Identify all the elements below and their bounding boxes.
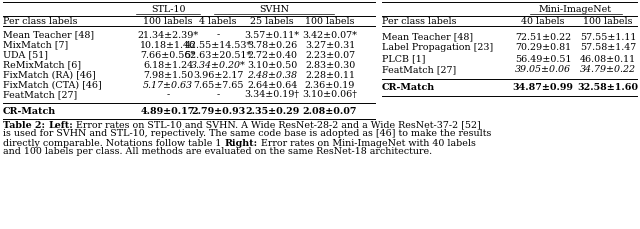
Text: 2.28±0.11: 2.28±0.11 bbox=[305, 71, 355, 79]
Text: 4 labels: 4 labels bbox=[199, 16, 237, 25]
Text: 21.34±2.39*: 21.34±2.39* bbox=[138, 30, 198, 39]
Text: 100 labels: 100 labels bbox=[143, 16, 193, 25]
Text: 5.17±0.63: 5.17±0.63 bbox=[143, 81, 193, 90]
Text: Table 2:: Table 2: bbox=[3, 120, 48, 130]
Text: MixMatch [7]: MixMatch [7] bbox=[3, 41, 68, 49]
Text: 46.08±0.11: 46.08±0.11 bbox=[580, 55, 636, 63]
Text: 7.65±7.65: 7.65±7.65 bbox=[193, 81, 243, 90]
Text: 2.08±0.07: 2.08±0.07 bbox=[303, 106, 357, 115]
Text: 25 labels: 25 labels bbox=[250, 16, 294, 25]
Text: Right:: Right: bbox=[225, 139, 257, 147]
Text: 34.87±0.99: 34.87±0.99 bbox=[513, 84, 573, 93]
Text: directly comparable. Notations follow table 1: directly comparable. Notations follow ta… bbox=[3, 139, 225, 147]
Text: 3.57±0.11*: 3.57±0.11* bbox=[244, 30, 300, 39]
Text: 52.63±20.51*: 52.63±20.51* bbox=[184, 51, 252, 60]
Text: and 100 labels per class. All methods are evaluated on the same ResNet-18 archit: and 100 labels per class. All methods ar… bbox=[3, 147, 432, 156]
Text: 100 labels: 100 labels bbox=[305, 16, 355, 25]
Text: Mean Teacher [48]: Mean Teacher [48] bbox=[3, 30, 94, 39]
Text: 7.98±1.50: 7.98±1.50 bbox=[143, 71, 193, 79]
Text: is used for SVHN and STL-10, repectively. The same code base is adopted as [46] : is used for SVHN and STL-10, repectively… bbox=[3, 130, 492, 139]
Text: 2.23±0.07: 2.23±0.07 bbox=[305, 51, 355, 60]
Text: UDA [51]: UDA [51] bbox=[3, 51, 48, 60]
Text: 2.72±0.40: 2.72±0.40 bbox=[247, 51, 297, 60]
Text: Mini-ImageNet: Mini-ImageNet bbox=[539, 5, 612, 14]
Text: 2.36±0.19: 2.36±0.19 bbox=[305, 81, 355, 90]
Text: 3.34±0.20*: 3.34±0.20* bbox=[191, 60, 245, 69]
Text: 7.66±0.56*: 7.66±0.56* bbox=[140, 51, 196, 60]
Text: 72.51±0.22: 72.51±0.22 bbox=[515, 33, 571, 41]
Text: 32.58±1.60: 32.58±1.60 bbox=[577, 84, 639, 93]
Text: ReMixMatch [6]: ReMixMatch [6] bbox=[3, 60, 81, 69]
Text: 3.78±0.26: 3.78±0.26 bbox=[247, 41, 297, 49]
Text: 10.18±1.46: 10.18±1.46 bbox=[140, 41, 196, 49]
Text: -: - bbox=[166, 90, 170, 99]
Text: Label Propagation [23]: Label Propagation [23] bbox=[382, 44, 493, 52]
Text: CR-Match: CR-Match bbox=[382, 84, 435, 93]
Text: 42.55±14.53*: 42.55±14.53* bbox=[184, 41, 252, 49]
Text: CR-Match: CR-Match bbox=[3, 106, 56, 115]
Text: FeatMatch [27]: FeatMatch [27] bbox=[382, 65, 456, 74]
Text: 70.29±0.81: 70.29±0.81 bbox=[515, 44, 571, 52]
Text: 56.49±0.51: 56.49±0.51 bbox=[515, 55, 572, 63]
Text: 4.89±0.17: 4.89±0.17 bbox=[141, 106, 195, 115]
Text: 3.42±0.07*: 3.42±0.07* bbox=[303, 30, 358, 39]
Text: 40 labels: 40 labels bbox=[521, 16, 564, 25]
Text: 3.27±0.31: 3.27±0.31 bbox=[305, 41, 355, 49]
Text: 3.96±2.17: 3.96±2.17 bbox=[193, 71, 243, 79]
Text: 6.18±1.24: 6.18±1.24 bbox=[143, 60, 193, 69]
Text: 2.79±0.93: 2.79±0.93 bbox=[191, 106, 245, 115]
Text: -: - bbox=[216, 30, 220, 39]
Text: 2.48±0.38: 2.48±0.38 bbox=[247, 71, 297, 79]
Text: Left:: Left: bbox=[48, 120, 73, 130]
Text: FixMatch (CTA) [46]: FixMatch (CTA) [46] bbox=[3, 81, 102, 90]
Text: Error rates on Mini-ImageNet with 40 labels: Error rates on Mini-ImageNet with 40 lab… bbox=[257, 139, 476, 147]
Text: 57.58±1.47: 57.58±1.47 bbox=[580, 44, 636, 52]
Text: 100 labels: 100 labels bbox=[583, 16, 633, 25]
Text: 34.79±0.22: 34.79±0.22 bbox=[580, 65, 636, 74]
Text: 39.05±0.06: 39.05±0.06 bbox=[515, 65, 571, 74]
Text: PLCB [1]: PLCB [1] bbox=[382, 55, 426, 63]
Text: Per class labels: Per class labels bbox=[382, 16, 456, 25]
Text: 57.55±1.11: 57.55±1.11 bbox=[580, 33, 636, 41]
Text: 3.10±0.50: 3.10±0.50 bbox=[247, 60, 297, 69]
Text: Per class labels: Per class labels bbox=[3, 16, 77, 25]
Text: Mean Teacher [48]: Mean Teacher [48] bbox=[382, 33, 473, 41]
Text: 3.34±0.19†: 3.34±0.19† bbox=[244, 90, 300, 99]
Text: STL-10: STL-10 bbox=[151, 5, 185, 14]
Text: SVHN: SVHN bbox=[259, 5, 289, 14]
Text: 2.83±0.30: 2.83±0.30 bbox=[305, 60, 355, 69]
Text: 2.35±0.29: 2.35±0.29 bbox=[245, 106, 299, 115]
Text: -: - bbox=[216, 90, 220, 99]
Text: FeatMatch [27]: FeatMatch [27] bbox=[3, 90, 77, 99]
Text: Error rates on STL-10 and SVHN. A Wide ResNet-28-2 and a Wide ResNet-37-2 [52]: Error rates on STL-10 and SVHN. A Wide R… bbox=[73, 120, 481, 130]
Text: 3.10±0.06†: 3.10±0.06† bbox=[303, 90, 357, 99]
Text: FixMatch (RA) [46]: FixMatch (RA) [46] bbox=[3, 71, 96, 79]
Text: 2.64±0.64: 2.64±0.64 bbox=[247, 81, 297, 90]
